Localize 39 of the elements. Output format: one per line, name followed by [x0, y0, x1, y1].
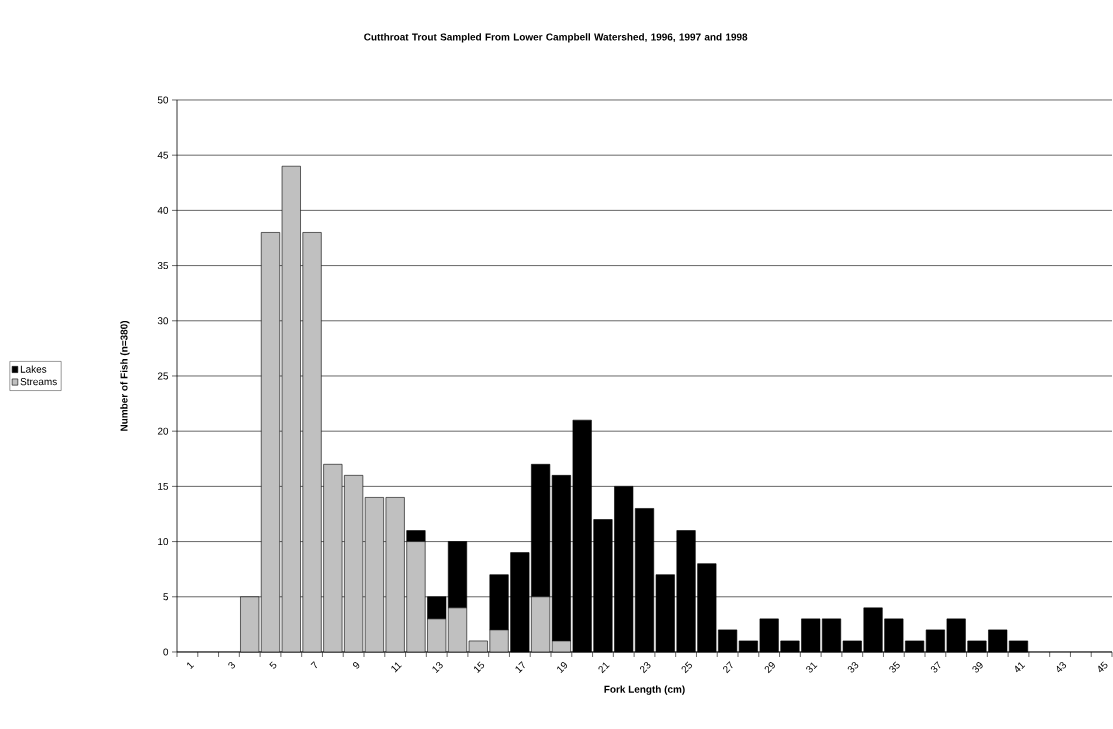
x-tick-label: 23: [640, 661, 651, 674]
x-tick-label: 29: [764, 662, 775, 674]
x-tick-label: 43: [1056, 661, 1067, 673]
x-tick-label: 3: [228, 661, 235, 669]
y-tick-label: 10: [158, 538, 169, 546]
x-tick-label: 45: [1098, 661, 1108, 673]
x-tick-label: 41: [1015, 662, 1026, 673]
x-tick-label: 33: [847, 661, 859, 673]
y-tick-label: 20: [157, 427, 169, 435]
y-axis-title: Number of Fish (n=380): [120, 320, 130, 431]
x-tick-label: 21: [598, 662, 610, 674]
y-tick-label: 45: [157, 151, 169, 159]
x-tick-label: 11: [391, 662, 402, 673]
legend-label: Streams: [20, 378, 57, 386]
x-axis-title: Fork Length (cm): [604, 685, 685, 695]
x-tick-label: 7: [310, 661, 318, 669]
y-tick-label: 50: [157, 96, 169, 104]
y-tick-label: 5: [163, 593, 169, 601]
y-tick-label: 15: [158, 482, 169, 490]
y-tick-label: 40: [157, 206, 169, 214]
x-tick-label: 35: [889, 661, 900, 673]
y-tick-label: 25: [157, 372, 169, 380]
legend-label: Lakes: [20, 365, 47, 373]
x-tick-label: 5: [269, 661, 277, 669]
x-tick-label: 31: [806, 662, 818, 673]
y-tick-label: 30: [157, 317, 169, 325]
x-tick-label: 19: [557, 662, 568, 674]
x-tick-label: 13: [432, 661, 443, 674]
x-tick-label: 39: [972, 662, 983, 673]
x-tick-label: 27: [723, 661, 733, 674]
y-tick-label: 0: [163, 648, 169, 656]
chart-title: Cutthroat Trout Sampled From Lower Campbell Watershed, 1996, 1997 and 1998: [364, 33, 748, 43]
y-tick-label: 35: [157, 262, 169, 270]
x-tick-label: 1: [187, 662, 195, 670]
x-tick-label: 9: [353, 662, 360, 669]
x-tick-label: 37: [930, 661, 941, 673]
x-tick-label: 25: [681, 661, 692, 674]
x-tick-label: 15: [474, 661, 485, 673]
x-tick-label: 17: [515, 661, 525, 673]
